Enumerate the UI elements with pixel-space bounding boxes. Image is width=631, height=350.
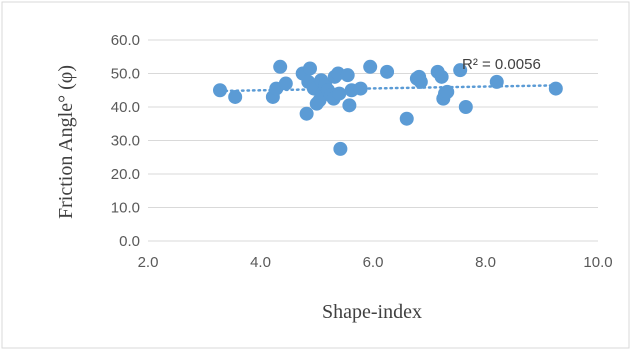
- data-point: [363, 59, 378, 74]
- data-point: [453, 63, 468, 78]
- data-point: [380, 64, 395, 79]
- data-point: [228, 89, 243, 104]
- x-tick-label: 6.0: [363, 254, 384, 271]
- data-point: [273, 59, 288, 74]
- data-point: [333, 141, 348, 156]
- x-axis-title: Shape-index: [322, 301, 422, 323]
- data-point: [458, 100, 473, 114]
- y-tick-label: 30.0: [111, 133, 140, 150]
- y-axis-title: Friction Angle° (φ): [55, 65, 77, 219]
- data-point: [342, 98, 357, 113]
- y-tick-label: 20.0: [111, 166, 140, 183]
- data-point: [278, 76, 293, 91]
- gridlines: [148, 39, 598, 242]
- data-point: [413, 74, 428, 89]
- y-tick-labels: 0.0 10.0 20.0 30.0 40.0 50.0 60.0: [111, 32, 140, 250]
- data-point: [340, 68, 355, 83]
- data-point: [299, 106, 314, 121]
- x-tick-label: 4.0: [250, 254, 271, 271]
- data-point: [399, 111, 414, 126]
- y-tick-label: 40.0: [111, 99, 140, 116]
- x-tick-label: 2.0: [138, 254, 159, 271]
- data-point: [213, 83, 227, 98]
- data-point: [434, 69, 449, 84]
- data-point: [548, 81, 563, 96]
- y-tick-label: 0.0: [119, 233, 140, 250]
- r-squared-label: R² = 0.0056: [462, 56, 541, 73]
- data-point: [440, 84, 455, 99]
- data-points: [213, 59, 563, 156]
- data-point: [489, 74, 504, 89]
- y-tick-label: 60.0: [111, 32, 140, 49]
- data-point: [332, 86, 347, 101]
- data-point: [353, 81, 368, 96]
- data-point: [303, 61, 317, 76]
- y-tick-label: 10.0: [111, 200, 140, 217]
- x-tick-label: 10.0: [583, 254, 612, 271]
- y-tick-label: 50.0: [111, 66, 140, 83]
- x-tick-labels: 2.0 4.0 6.0 8.0 10.0: [138, 254, 613, 271]
- x-tick-label: 8.0: [475, 254, 496, 271]
